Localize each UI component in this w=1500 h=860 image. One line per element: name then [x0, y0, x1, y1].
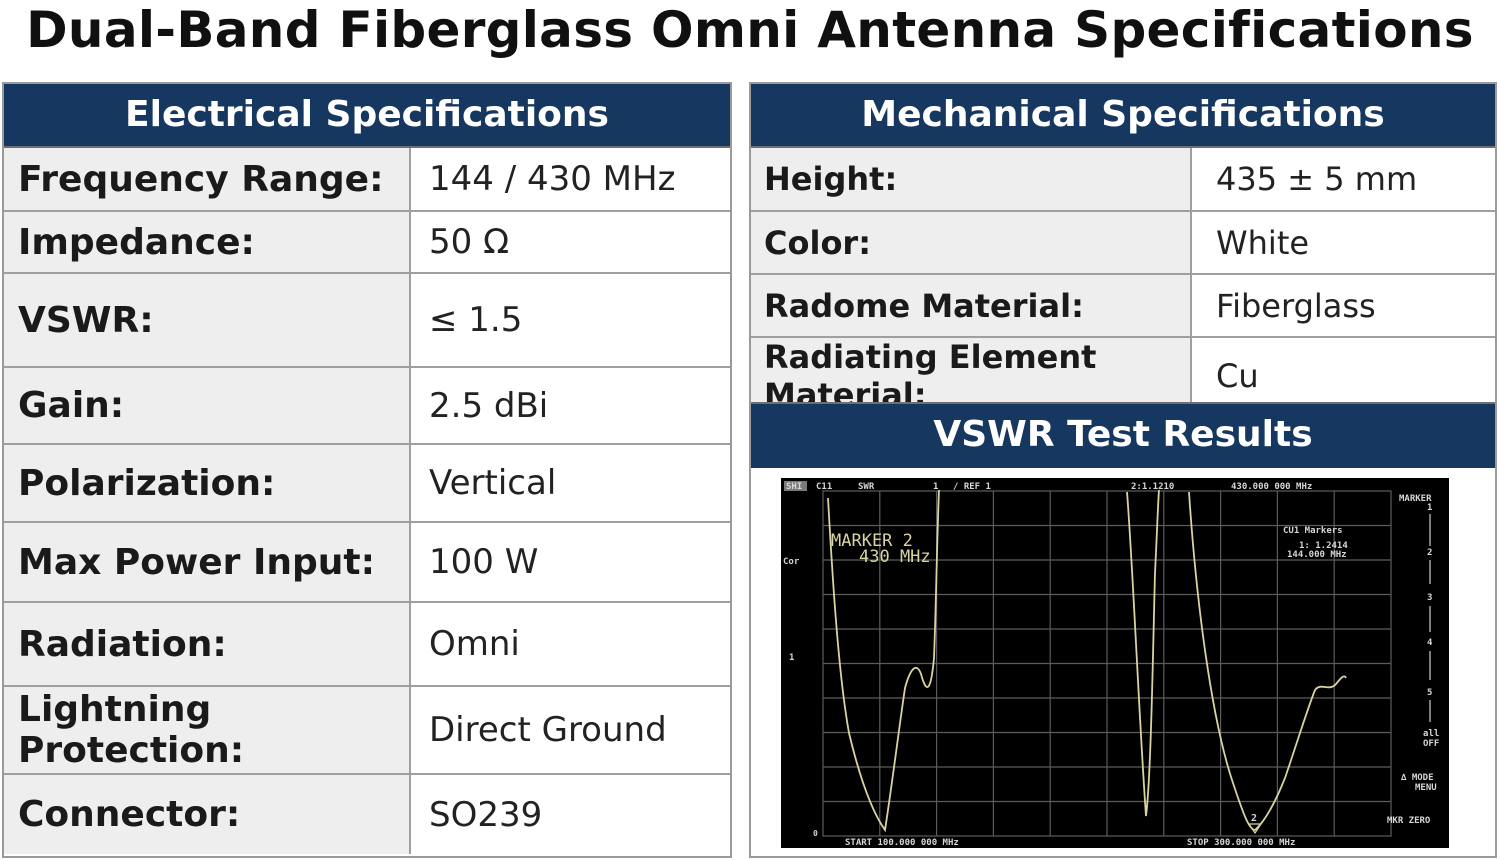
spec-label: Frequency Range:	[4, 148, 411, 211]
spec-value: Direct Ground	[410, 685, 730, 774]
vswr-analyzer-display: SHI C11 SWR 1 / REF 1 2:1.1210 430.000 0…	[781, 478, 1449, 848]
spec-row-max-power-input: Max Power Input: 100 W	[4, 521, 730, 602]
spec-row-impedance: Impedance: 50 Ω	[4, 210, 730, 273]
spec-row-radiation: Radiation: Omni	[4, 601, 730, 686]
spec-label: Polarization:	[4, 443, 411, 522]
spec-value: Fiberglass	[1191, 273, 1495, 337]
spec-label: Gain:	[4, 366, 411, 444]
spec-row-vswr: VSWR: ≤ 1.5	[4, 272, 730, 367]
softkey-marker-2[interactable]: 2	[1427, 548, 1432, 558]
analyzer-grid	[822, 490, 1392, 837]
cu1-markers-title: CU1 Markers	[1283, 526, 1343, 536]
softkey-all-off-1[interactable]: all	[1423, 729, 1439, 739]
spec-row-radome-material: Radome Material: Fiberglass	[751, 273, 1495, 337]
softkey-marker-1[interactable]: 1	[1427, 503, 1432, 513]
spec-value: 100 W	[410, 521, 730, 602]
mechanical-specifications-table: Height: 435 ± 5 mm Color: White Radome M…	[751, 148, 1495, 414]
spec-value: 435 ± 5 mm	[1191, 148, 1495, 211]
softkey-marker-4[interactable]: 4	[1427, 638, 1433, 648]
zero-label: 0	[813, 829, 818, 838]
mechanical-specifications-panel: Mechanical Specifications Height: 435 ± …	[749, 82, 1497, 858]
spec-value: 144 / 430 MHz	[410, 148, 730, 211]
spec-value: Cu	[1191, 336, 1495, 414]
mode-indicator-box	[784, 481, 807, 491]
electrical-specifications-table: Frequency Range: 144 / 430 MHz Impedance…	[4, 148, 730, 854]
spec-value: Vertical	[410, 443, 730, 522]
spec-row-connector: Connector: SO239	[4, 773, 730, 854]
marker-2-label: 2	[1251, 813, 1257, 824]
cu1-marker-1-value: 1: 1.2414	[1299, 541, 1348, 551]
softkey-mode-menu-1[interactable]: ∆ MODE	[1400, 773, 1434, 783]
spec-row-color: Color: White	[751, 210, 1495, 274]
softkey-panel: MARKER 1 2 3 4 5 all OFF ∆ MODE MENU MKR…	[1387, 494, 1439, 826]
softkey-marker-zero[interactable]: MKR ZERO	[1387, 816, 1431, 826]
cu1-marker-1-frequency: 144.000 MHz	[1287, 550, 1347, 560]
softkey-marker-3[interactable]: 3	[1427, 593, 1432, 603]
mode-indicator: SHI	[786, 482, 802, 492]
spec-label: Radome Material:	[751, 273, 1192, 337]
softkey-marker-title[interactable]: MARKER	[1399, 494, 1432, 504]
spec-row-frequency-range: Frequency Range: 144 / 430 MHz	[4, 148, 730, 211]
format-label: SWR	[858, 482, 875, 492]
spec-row-gain: Gain: 2.5 dBi	[4, 366, 730, 444]
spec-row-polarization: Polarization: Vertical	[4, 443, 730, 522]
spec-label: Connector:	[4, 773, 411, 854]
spec-value: 2.5 dBi	[410, 366, 730, 444]
reference-marker: 1	[789, 653, 794, 663]
softkey-mode-menu-2[interactable]: MENU	[1415, 783, 1437, 793]
start-frequency: START 100.000 000 MHz	[845, 838, 959, 848]
spec-label: Radiation:	[4, 601, 411, 686]
analyzer-top-bar: SHI C11 SWR 1 / REF 1 2:1.1210 430.000 0…	[784, 481, 1312, 492]
softkey-marker-5[interactable]: 5	[1427, 688, 1432, 698]
spec-label: Height:	[751, 148, 1192, 211]
spec-row-lightning-protection: Lightning Protection: Direct Ground	[4, 685, 730, 774]
marker-note-line-1: MARKER 2	[831, 531, 913, 551]
marker-note-line-2: 430 MHz	[859, 547, 931, 567]
spec-row-height: Height: 435 ± 5 mm	[751, 148, 1495, 211]
vswr-trace	[827, 489, 1347, 833]
mechanical-specifications-header: Mechanical Specifications	[751, 84, 1495, 148]
vswr-test-results-header: VSWR Test Results	[751, 402, 1495, 468]
spec-value: White	[1191, 210, 1495, 274]
spec-value: Omni	[410, 601, 730, 686]
electrical-specifications-header: Electrical Specifications	[4, 84, 730, 148]
spec-label: Color:	[751, 210, 1192, 274]
scale-label: 1	[933, 482, 938, 492]
vswr-analyzer-screenshot: SHI C11 SWR 1 / REF 1 2:1.1210 430.000 0…	[781, 478, 1449, 848]
marker-2-triangle	[1247, 823, 1263, 835]
softkey-all-off-2[interactable]: OFF	[1423, 739, 1439, 749]
page-title: Dual-Band Fiberglass Omni Antenna Specif…	[26, 1, 1474, 59]
spec-label: VSWR:	[4, 272, 411, 367]
spec-label: Impedance:	[4, 210, 411, 273]
spec-value: ≤ 1.5	[410, 272, 730, 367]
spec-label: Max Power Input:	[4, 521, 411, 602]
correction-indicator: Cor	[783, 557, 800, 567]
marker-frequency: 430.000 000 MHz	[1231, 482, 1312, 492]
spec-value: SO239	[410, 773, 730, 854]
electrical-specifications-panel: Electrical Specifications Frequency Rang…	[2, 82, 732, 858]
marker-readout: 2:1.1210	[1131, 482, 1174, 492]
spec-value: 50 Ω	[410, 210, 730, 273]
spec-label: Lightning Protection:	[4, 685, 411, 774]
stop-frequency: STOP 300.000 000 MHz	[1187, 838, 1295, 848]
channel-label: C11	[816, 482, 832, 492]
reference-label: / REF 1	[953, 482, 991, 492]
